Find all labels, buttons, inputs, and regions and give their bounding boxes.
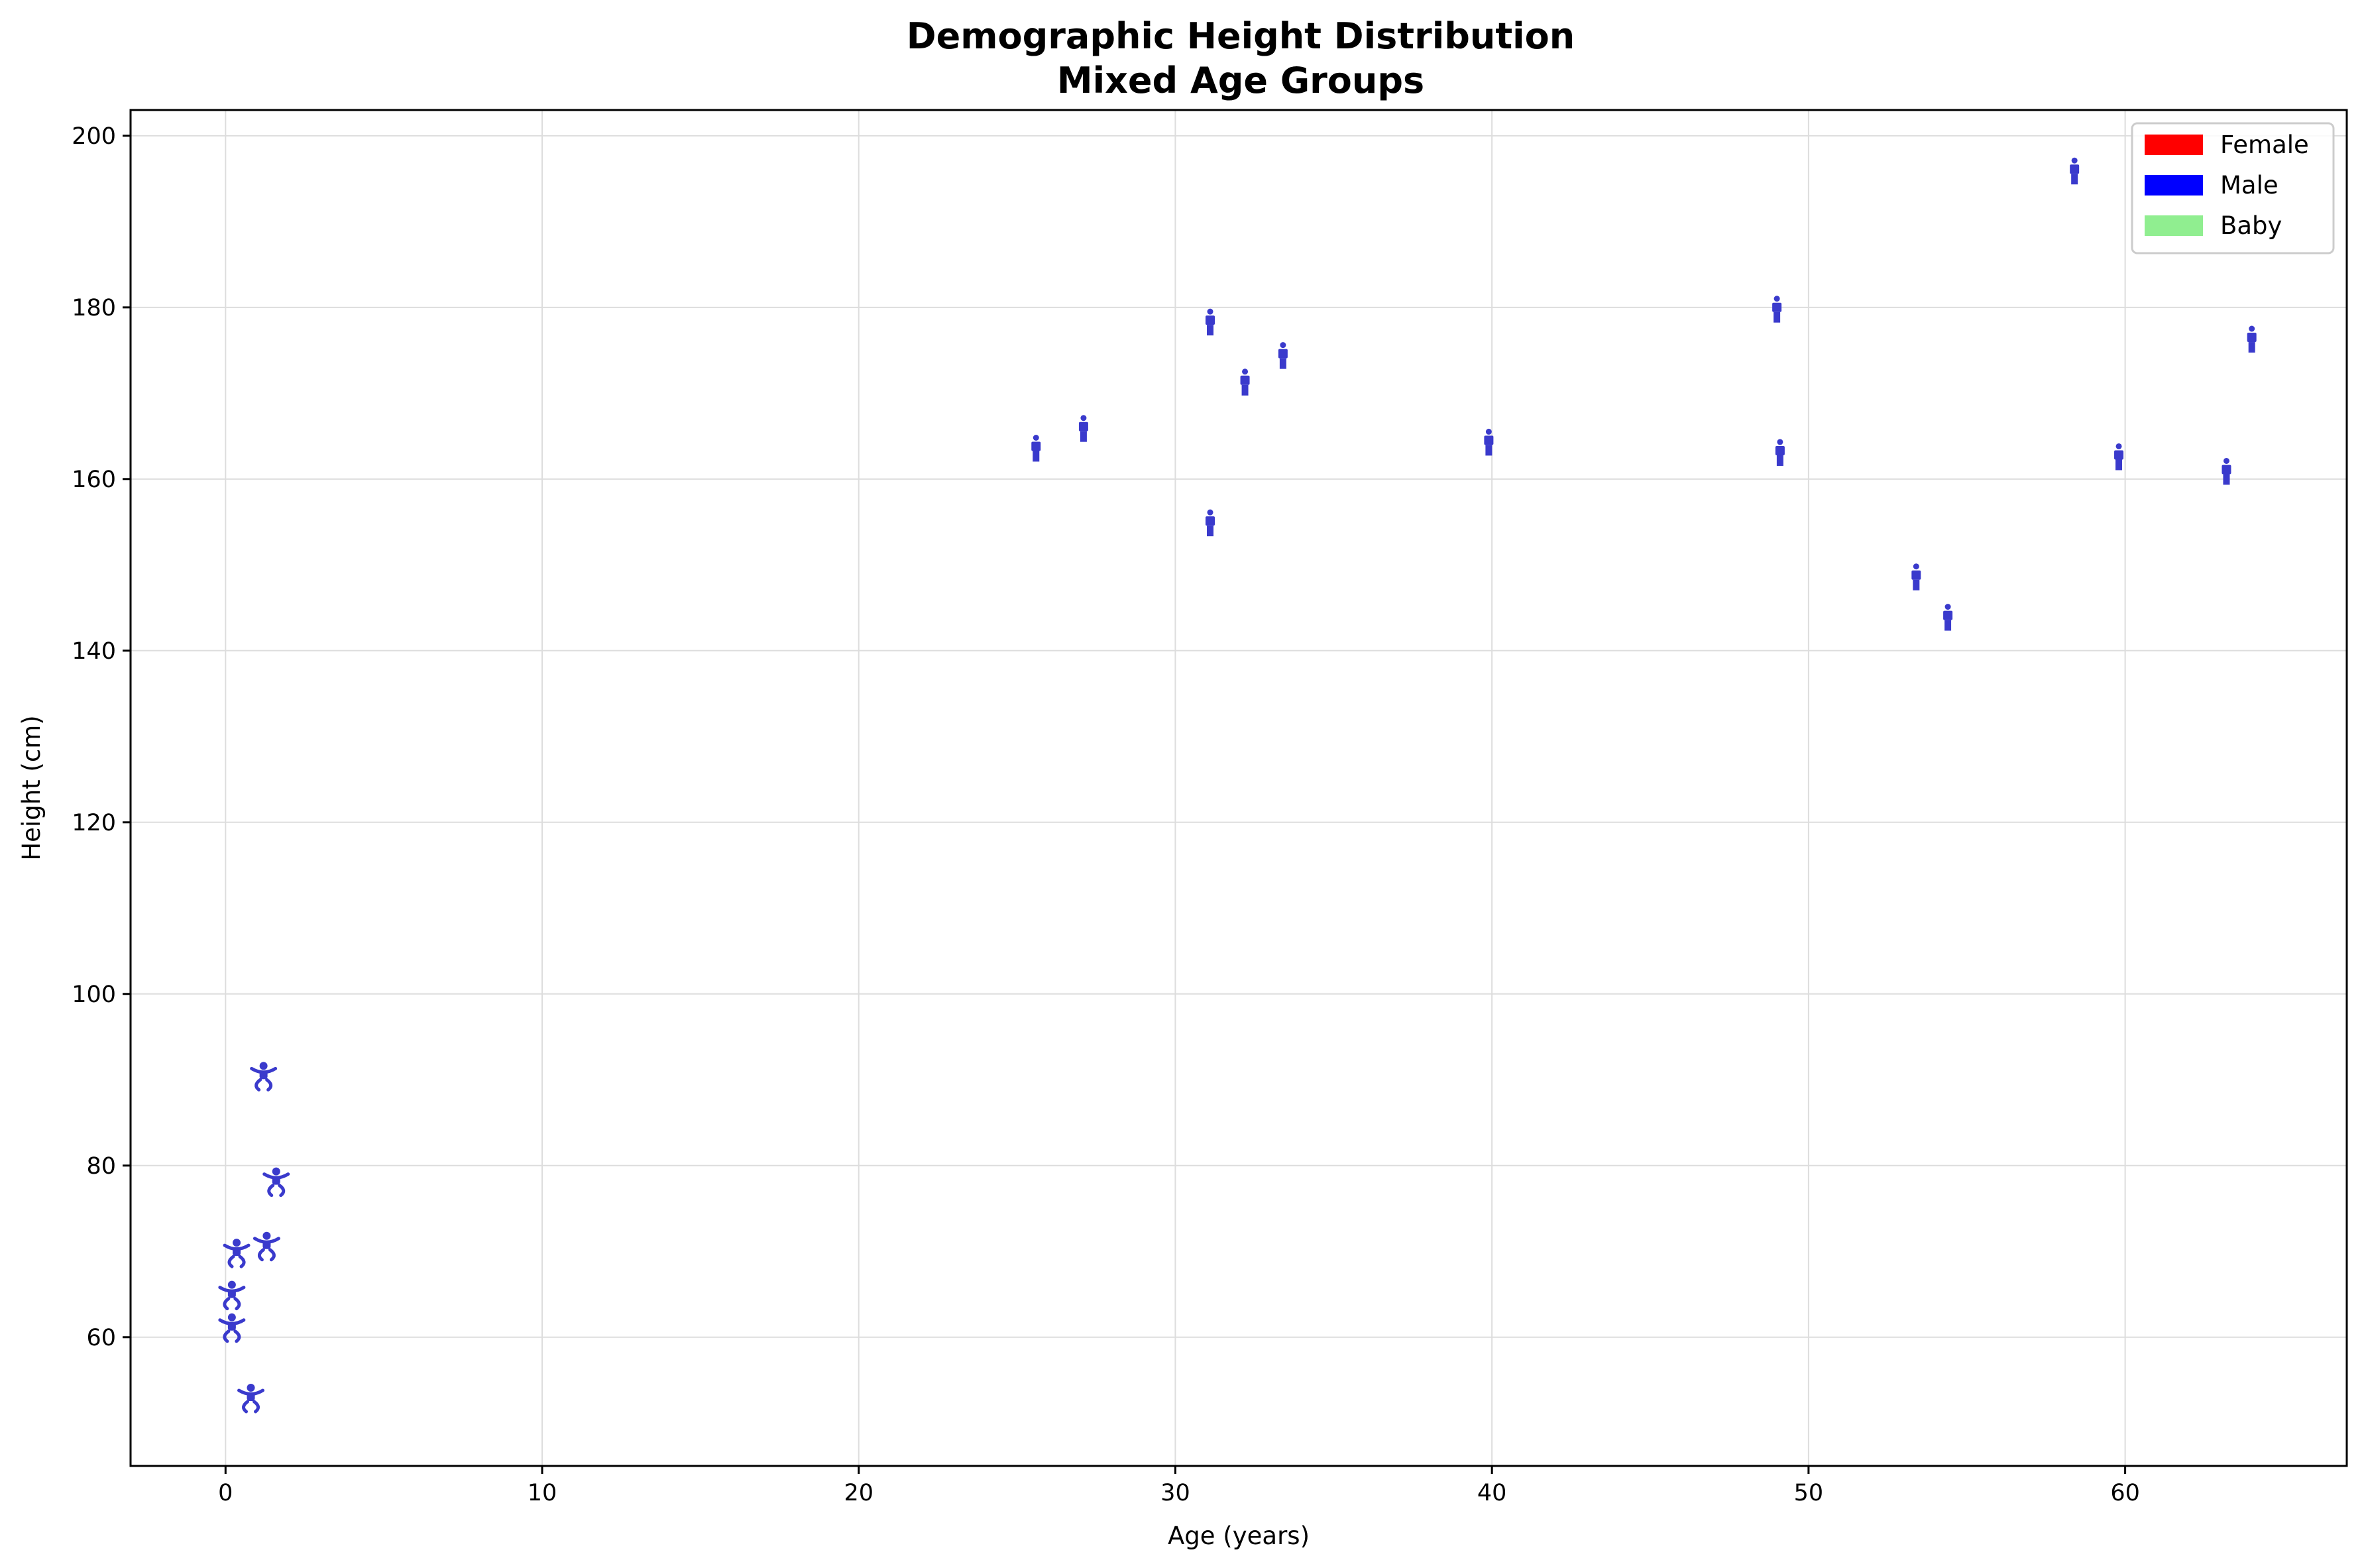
x-tick-label: 10 bbox=[528, 1480, 557, 1506]
x-tick-label: 0 bbox=[218, 1480, 233, 1506]
plot-area-frame bbox=[129, 109, 2348, 1467]
adult-marker bbox=[1206, 509, 1215, 537]
chart-subtitle: Mixed Age Groups bbox=[1057, 60, 1424, 101]
adult-marker bbox=[2114, 443, 2124, 471]
baby-marker bbox=[223, 1239, 251, 1268]
baby-marker bbox=[218, 1280, 246, 1311]
y-tick-label: 200 bbox=[72, 123, 116, 150]
legend-swatch-female bbox=[2145, 135, 2203, 155]
y-tick-label: 60 bbox=[86, 1325, 116, 1351]
adult-marker bbox=[1772, 296, 1782, 323]
y-tick-label: 120 bbox=[72, 810, 116, 836]
y-tick-label: 80 bbox=[86, 1153, 116, 1180]
x-axis-ticks: 0 10 20 30 40 50 60 bbox=[218, 1466, 2140, 1506]
legend-label-male: Male bbox=[2220, 171, 2279, 199]
baby-marker bbox=[262, 1167, 290, 1198]
adult-marker bbox=[1206, 308, 1215, 336]
adult-marker bbox=[2070, 157, 2080, 185]
chart-title: Demographic Height Distribution bbox=[907, 15, 1575, 57]
x-axis-label: Age (years) bbox=[1168, 1522, 1310, 1550]
y-tick-label: 160 bbox=[72, 467, 116, 493]
y-axis-ticks: 60 80 100 120 140 160 180 200 bbox=[72, 123, 131, 1351]
y-axis-label: Height (cm) bbox=[17, 715, 46, 860]
baby-marker bbox=[237, 1383, 265, 1414]
adult-marker bbox=[1240, 368, 1250, 396]
baby-marker bbox=[250, 1062, 278, 1092]
x-tick-label: 20 bbox=[844, 1480, 873, 1506]
x-tick-label: 40 bbox=[1477, 1480, 1507, 1506]
adult-marker bbox=[1911, 563, 1921, 590]
adult-marker bbox=[1278, 342, 1288, 369]
baby-marker bbox=[253, 1231, 280, 1262]
adult-marker bbox=[2247, 325, 2257, 353]
data-points bbox=[218, 157, 2257, 1414]
legend: Female Male Baby bbox=[2131, 122, 2335, 254]
x-tick-label: 30 bbox=[1160, 1480, 1190, 1506]
x-tick-label: 60 bbox=[2110, 1480, 2140, 1506]
legend-label-female: Female bbox=[2220, 131, 2309, 159]
adult-marker bbox=[1078, 415, 1088, 442]
legend-label-baby: Baby bbox=[2220, 211, 2282, 240]
y-tick-label: 180 bbox=[72, 295, 116, 321]
adult-marker bbox=[1031, 435, 1041, 462]
baby-marker bbox=[218, 1313, 246, 1343]
adult-marker bbox=[1775, 439, 1785, 466]
adult-marker bbox=[1484, 428, 1494, 456]
y-tick-label: 140 bbox=[72, 638, 116, 665]
adult-marker bbox=[2222, 457, 2231, 485]
y-tick-label: 100 bbox=[72, 981, 116, 1008]
legend-swatch-male bbox=[2145, 175, 2203, 196]
legend-swatch-baby bbox=[2145, 215, 2203, 236]
grid bbox=[131, 110, 2347, 1466]
adult-marker bbox=[1943, 604, 1953, 631]
x-tick-label: 50 bbox=[1794, 1480, 1824, 1506]
